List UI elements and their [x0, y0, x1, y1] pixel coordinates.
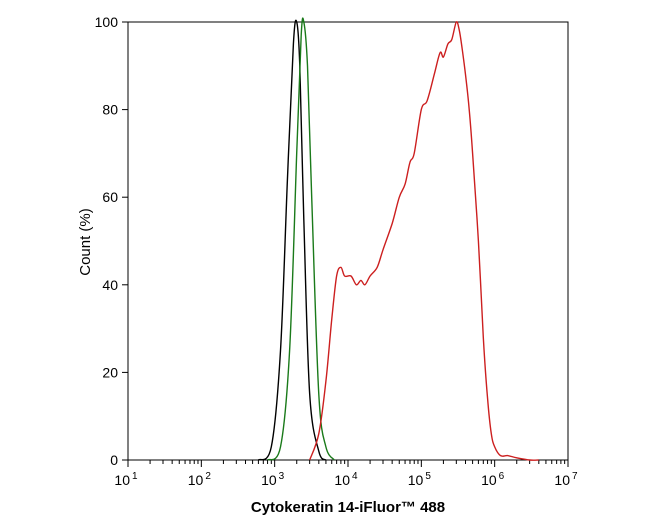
x-tick-label: 10 5: [408, 471, 432, 488]
x-tick-label: 10 4: [334, 471, 358, 488]
x-tick-label: 10 6: [481, 471, 505, 488]
y-tick-label: 40: [102, 277, 118, 293]
series-line-3: [309, 21, 539, 461]
y-tick-label: 80: [102, 102, 118, 118]
series-line-1: [257, 19, 327, 461]
y-tick-label: 100: [95, 14, 119, 30]
y-tick-label: 60: [102, 189, 118, 205]
x-tick-label: 10 7: [554, 471, 578, 488]
x-tick-label: 10 3: [261, 471, 285, 488]
y-tick-label: 20: [102, 364, 118, 380]
y-axis-title: Count (%): [77, 208, 94, 276]
series-layer: [257, 17, 539, 461]
x-tick-label: 10 1: [114, 471, 138, 488]
series-line-2: [267, 17, 335, 461]
x-axis-title: Cytokeratin 14-iFluor™ 488: [251, 499, 445, 516]
x-tick-label: 10 2: [188, 471, 212, 488]
y-axis: 0 20 40 60 80 100: [95, 14, 128, 468]
plot-frame: [127, 21, 569, 461]
y-tick-label: 0: [110, 452, 118, 468]
x-axis: 10 1 10 2 10 3 10 4 10 5 10 6 10 7: [114, 460, 578, 488]
